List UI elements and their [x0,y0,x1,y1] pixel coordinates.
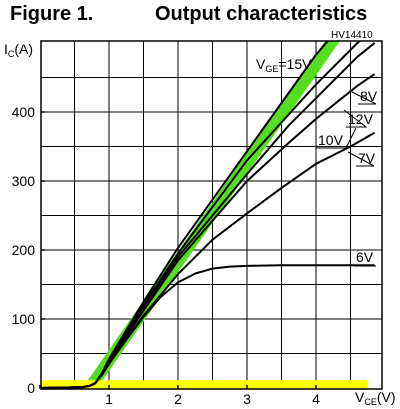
curve-label-12v: 12V [348,111,374,127]
axis-ticks: 0 100 200 300 400 1 2 3 4 [12,104,320,407]
curve-label-vge15v: VGE=15V [256,56,312,74]
y-tick-label: 0 [27,380,35,396]
x-axis-label-unit: (V) [377,389,396,405]
leader-line [316,127,357,149]
figure-title: Output characteristics [155,3,367,25]
y-tick-label: 100 [12,311,36,327]
curve-label-6v: 6V [356,249,374,265]
leader-line [343,109,368,128]
x-axis-label-main: V [355,389,365,405]
x-tick-label: 3 [243,391,251,407]
y-axis-label-unit: (A) [14,41,33,57]
chart-grid [41,41,382,389]
x-tick-label: 4 [312,391,320,407]
curve-6v [41,264,375,389]
y-tick-label: 200 [12,242,36,258]
highlight-bands [41,41,368,389]
curve-label-7v: 7V [358,150,376,166]
curve-7v [41,131,376,389]
y-axis-label-sub: C [8,49,15,59]
curve-8v [41,73,376,389]
y-axis-label-main: I [4,41,8,57]
x-tick-label: 1 [105,391,113,407]
y-tick-label: 300 [12,173,36,189]
leader-line [351,91,377,105]
leader-line [347,151,375,167]
y-tick-label: 400 [12,104,36,120]
plot-frame [40,40,383,390]
x-tick-label: 2 [174,391,182,407]
figure-code: HV14410 [331,30,373,41]
curve-label-8v: 8V [360,88,378,104]
y-axis-label: IC(A) [4,41,33,59]
curve-label-10v: 10V [318,132,344,148]
x-axis-label: VCE(V) [355,389,396,407]
x-axis-label-sub: CE [364,397,377,407]
figure-number: Figure 1. [10,3,93,25]
curve-group [41,41,376,389]
